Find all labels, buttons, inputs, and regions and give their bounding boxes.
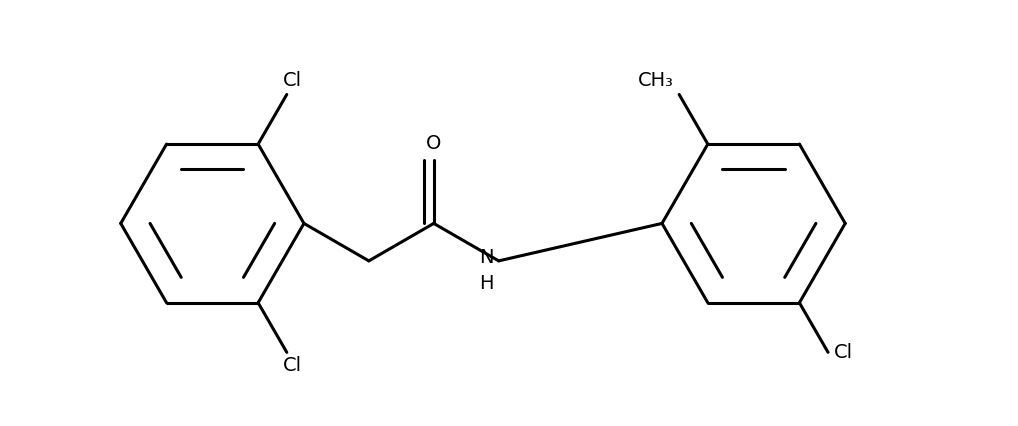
Text: H: H bbox=[478, 274, 494, 293]
Text: Cl: Cl bbox=[282, 71, 301, 90]
Text: CH₃: CH₃ bbox=[638, 71, 674, 90]
Text: O: O bbox=[427, 135, 442, 153]
Text: Cl: Cl bbox=[282, 357, 301, 375]
Text: Cl: Cl bbox=[835, 343, 853, 362]
Text: N: N bbox=[478, 248, 494, 267]
